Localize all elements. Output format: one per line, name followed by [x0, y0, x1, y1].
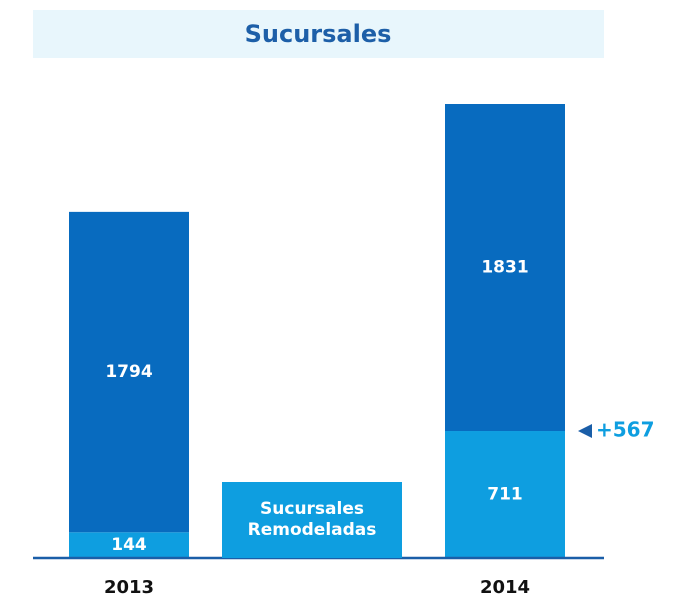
- x-tick-label: 2014: [480, 577, 530, 598]
- value-label: 1794: [105, 362, 152, 382]
- annotation: +567: [596, 418, 655, 442]
- bar-segment: [69, 211, 189, 533]
- value-label: 711: [487, 485, 523, 505]
- x-tick-label: 2013: [104, 577, 154, 598]
- bar-segment: [445, 104, 565, 432]
- title-band: [33, 10, 604, 58]
- bar-segment: [445, 431, 565, 558]
- value-label: 1831: [481, 258, 528, 278]
- annotation-arrow: [578, 424, 592, 439]
- chart-title: Sucursales: [245, 20, 392, 48]
- legend-box: Sucursales Remodeladas: [222, 482, 402, 558]
- bar-segment: [69, 532, 189, 558]
- value-label: 144: [111, 535, 147, 555]
